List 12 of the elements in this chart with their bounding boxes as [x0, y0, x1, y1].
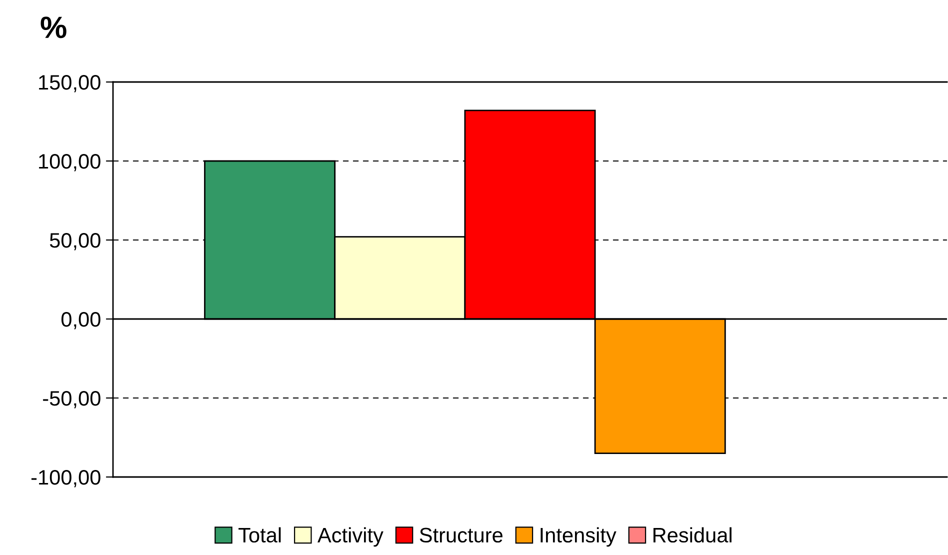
y-tick-label: 0,00: [61, 312, 100, 330]
legend-label: Total: [238, 527, 281, 543]
y-tick-label: 50,00: [50, 233, 100, 250]
y-tick-label: -100,00: [31, 470, 100, 488]
legend-label: Residual: [654, 527, 732, 543]
legend-label: Activity: [318, 527, 384, 547]
legend-label: Structure: [420, 528, 502, 543]
y-tick-label: -50,00: [43, 391, 100, 408]
y-tick-label: 150,00: [39, 75, 100, 92]
legend-label: Intensity: [540, 527, 616, 547]
y-tick-label: 100,00: [39, 154, 100, 172]
y-axis-title: %: [40, 16, 66, 38]
